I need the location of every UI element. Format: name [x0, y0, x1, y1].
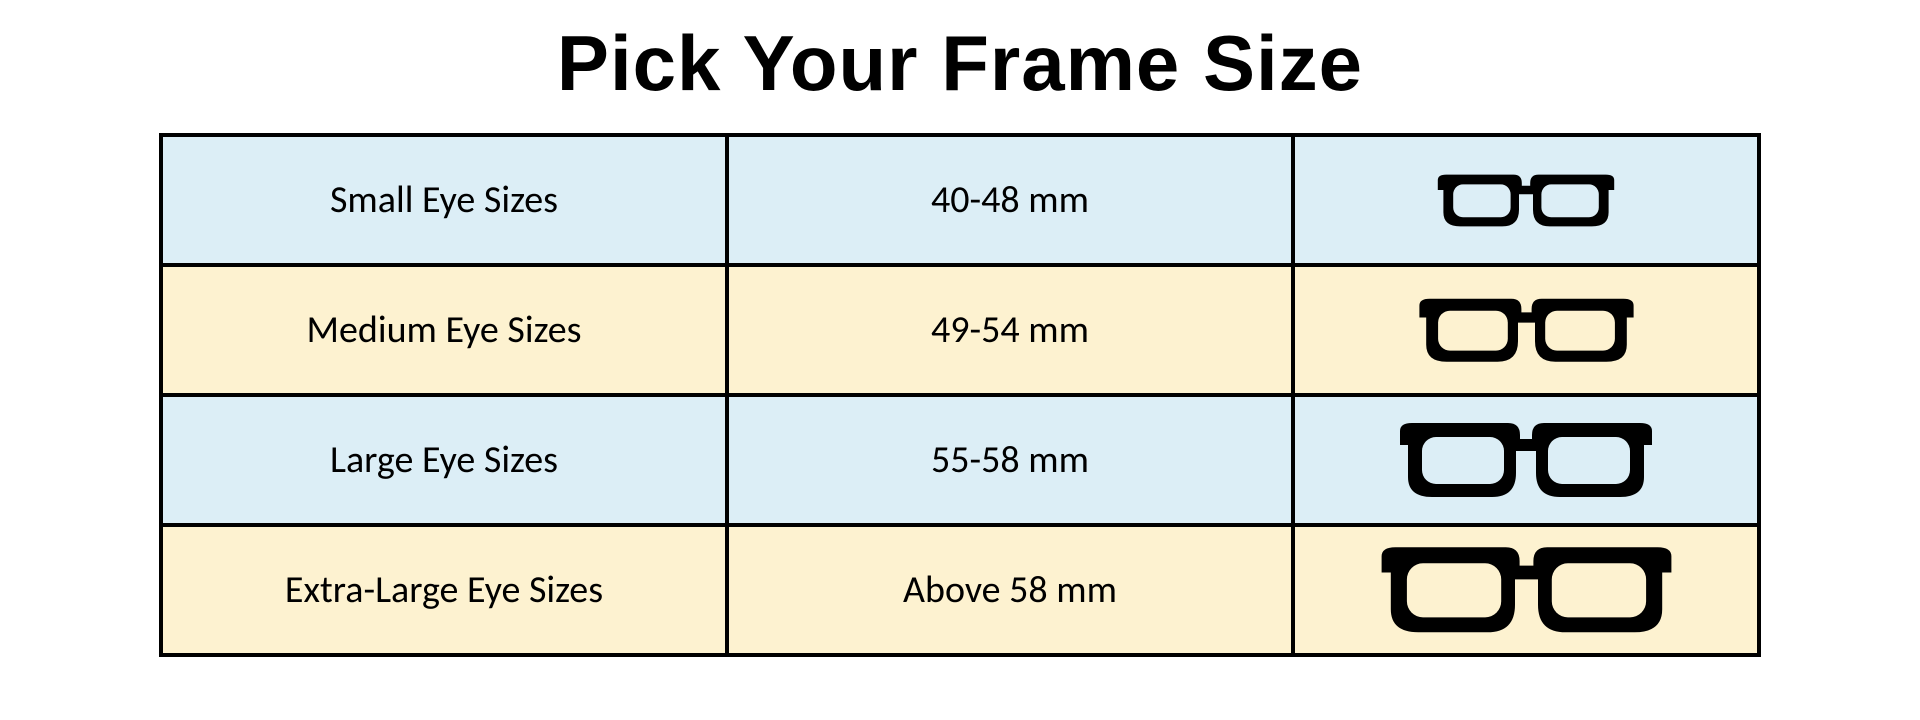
- table-row: Small Eye Sizes 40-48 mm: [161, 135, 1759, 265]
- table-row: Large Eye Sizes 55-58 mm: [161, 395, 1759, 525]
- glasses-icon: [1396, 415, 1656, 505]
- size-range-cell: 55-58 mm: [727, 395, 1293, 525]
- size-range-cell: Above 58 mm: [727, 525, 1293, 655]
- size-label-cell: Large Eye Sizes: [161, 395, 727, 525]
- frame-size-table: Small Eye Sizes 40-48 mm Medium Eye Size…: [159, 133, 1761, 657]
- page-wrap: Pick Your Frame Size Small Eye Sizes 40-…: [0, 0, 1920, 720]
- table-row: Medium Eye Sizes 49-54 mm: [161, 265, 1759, 395]
- glasses-icon: [1377, 538, 1676, 642]
- size-range-cell: 49-54 mm: [727, 265, 1293, 395]
- size-range-cell: 40-48 mm: [727, 135, 1293, 265]
- size-label-cell: Small Eye Sizes: [161, 135, 727, 265]
- size-label-cell: Extra-Large Eye Sizes: [161, 525, 727, 655]
- size-icon-cell: [1293, 135, 1759, 265]
- size-icon-cell: [1293, 525, 1759, 655]
- frame-size-tbody: Small Eye Sizes 40-48 mm Medium Eye Size…: [161, 135, 1759, 655]
- page-title: Pick Your Frame Size: [557, 18, 1363, 109]
- glasses-icon: [1416, 292, 1637, 369]
- size-icon-cell: [1293, 395, 1759, 525]
- size-label-cell: Medium Eye Sizes: [161, 265, 727, 395]
- size-icon-cell: [1293, 265, 1759, 395]
- table-row: Extra-Large Eye Sizes Above 58 mm: [161, 525, 1759, 655]
- glasses-icon: [1435, 169, 1617, 232]
